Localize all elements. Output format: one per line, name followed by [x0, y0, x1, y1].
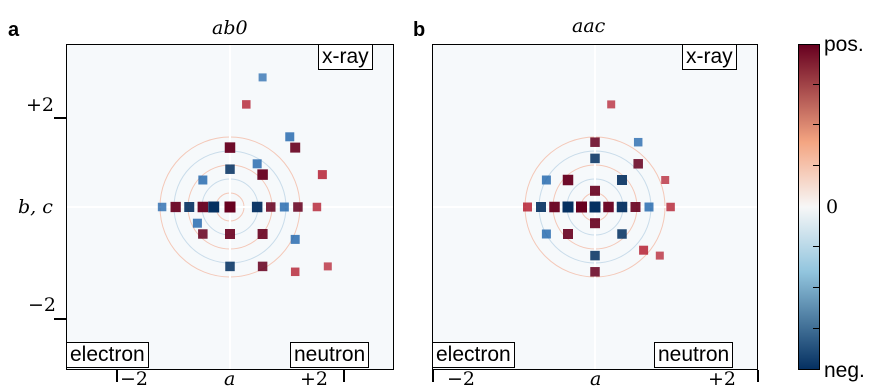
heatmap-panel-a: [66, 44, 394, 370]
x-tick-label-minus2-b: −2: [447, 368, 476, 390]
panel-a-electron-label: electron: [66, 342, 149, 368]
heatmap-a-peak-15: [257, 169, 268, 180]
colorbar-tick-4: [813, 246, 819, 247]
heatmap-a-peak-16: [252, 159, 262, 169]
heatmap-a-peak-9: [293, 202, 303, 212]
panel-a-letter: a: [8, 19, 20, 41]
x-tick-label-minus2-a: −2: [120, 368, 149, 390]
heatmap-b-canvas: [433, 45, 757, 369]
panel-b-electron-label: electron: [432, 342, 515, 368]
heatmap-b-peak-12: [590, 218, 600, 229]
x-tick-mark-plus2-a: [343, 370, 345, 382]
heatmap-b-peak-27: [655, 251, 664, 260]
heatmap-a-peak-6: [251, 201, 263, 213]
heatmap-a-peak-0: [224, 201, 236, 213]
heatmap-b-peak-5: [549, 201, 560, 213]
heatmap-a-peak-10: [312, 202, 322, 212]
heatmap-b-peak-18: [590, 250, 600, 261]
colorbar-tick-3: [813, 165, 819, 166]
colorbar-tick-1: [813, 84, 819, 85]
heatmap-a-peak-3: [184, 202, 195, 212]
heatmap-a-peak-18: [285, 132, 295, 142]
y-axis-label: b, c: [18, 196, 53, 218]
heatmap-b-peak-10: [666, 202, 675, 212]
heatmap-b-peak-26: [661, 176, 670, 184]
panel-a-title: ab0: [212, 17, 248, 39]
heatmap-b-peak-23: [590, 137, 600, 147]
heatmap-a-peak-22: [198, 175, 208, 185]
heatmap-a-peak-25: [257, 261, 268, 272]
y-tick-label-minus2: −2: [28, 294, 57, 316]
heatmap-b-peak-28: [607, 100, 616, 109]
heatmap-a-peak-2: [197, 201, 209, 213]
heatmap-a-peak-5: [157, 202, 167, 212]
y-tick-label-plus2: +2: [26, 94, 55, 116]
heatmap-b-peak-2: [603, 201, 614, 213]
heatmap-b-peak-3: [562, 201, 574, 213]
heatmap-b-peak-11: [590, 185, 600, 196]
heatmap-a-peak-17: [290, 142, 301, 153]
heatmap-a-peak-20: [257, 229, 268, 239]
heatmap-b-peak-8: [644, 202, 654, 212]
heatmap-a-canvas: [67, 45, 393, 369]
colorbar-pos-label: pos.: [824, 33, 864, 56]
x-tick-mark-minus2-b: [432, 370, 434, 382]
x-tick-label-plus2-b: +2: [708, 368, 737, 390]
heatmap-b-peak-7: [536, 202, 546, 212]
heatmap-b-peak-15: [563, 229, 573, 239]
panel-b-letter: b: [413, 19, 426, 41]
heatmap-a-peak-1: [208, 201, 220, 213]
heatmap-b-peak-16: [617, 229, 627, 239]
heatmap-a-peak-11: [224, 142, 236, 153]
panel-b-xray-label: x-ray: [682, 44, 737, 70]
heatmap-b-peak-19: [541, 175, 551, 185]
panel-b-neutron-label: neutron: [654, 342, 734, 368]
heatmap-a-peak-14: [225, 261, 235, 272]
heatmap-a-peak-4: [170, 201, 181, 213]
colorbar-tick-2: [813, 124, 819, 125]
heatmap-a-peak-27: [323, 262, 332, 271]
heatmap-panel-b: [432, 44, 758, 370]
heatmap-b-peak-0: [589, 201, 601, 213]
colorbar-neg-label: neg.: [824, 359, 865, 382]
x-tick-mark-minus2-a: [116, 370, 118, 382]
heatmap-a-peak-28: [242, 100, 251, 109]
heatmap-a-peak-13: [225, 229, 235, 239]
heatmap-b-peak-20: [541, 229, 551, 239]
x-axis-label-b: a: [590, 368, 602, 390]
heatmap-a-peak-7: [266, 202, 276, 212]
heatmap-b-peak-6: [630, 202, 641, 212]
heatmap-a-peak-23: [198, 229, 208, 239]
colorbar-tick-6: [813, 328, 819, 329]
colorbar-tick-5: [813, 287, 819, 288]
heatmap-b-peak-4: [616, 201, 628, 213]
heatmap-a-peak-12: [225, 164, 235, 174]
heatmap-a-peak-29: [258, 73, 267, 82]
heatmap-b-peak-17: [590, 153, 600, 164]
heatmap-a-peak-19: [317, 170, 327, 180]
panel-a-neutron-label: neutron: [290, 342, 370, 368]
heatmap-b-peak-14: [617, 175, 627, 185]
panel-b-title: aac: [572, 15, 606, 37]
heatmap-a-peak-24: [192, 218, 202, 228]
colorbar: [798, 44, 820, 370]
heatmap-b-peak-13: [562, 174, 574, 186]
heatmap-b-peak-21: [633, 159, 643, 169]
heatmap-b-peak-1: [576, 201, 587, 213]
heatmap-a-peak-8: [279, 202, 289, 212]
x-axis-label-a: a: [224, 368, 236, 390]
colorbar-zero-label: 0: [826, 196, 839, 218]
x-tick-mark-plus2-b: [757, 370, 759, 382]
y-tick-mark-plus2: [54, 117, 66, 119]
heatmap-a-peak-26: [290, 267, 300, 277]
heatmap-b-peak-9: [523, 202, 532, 212]
y-tick-mark-minus2: [54, 318, 66, 320]
heatmap-b-peak-22: [639, 245, 649, 255]
heatmap-b-peak-24: [590, 267, 600, 277]
heatmap-b-peak-25: [633, 137, 643, 147]
heatmap-a-peak-21: [290, 234, 300, 244]
x-tick-label-plus2-a: +2: [300, 368, 329, 390]
panel-a-xray-label: x-ray: [318, 44, 373, 70]
